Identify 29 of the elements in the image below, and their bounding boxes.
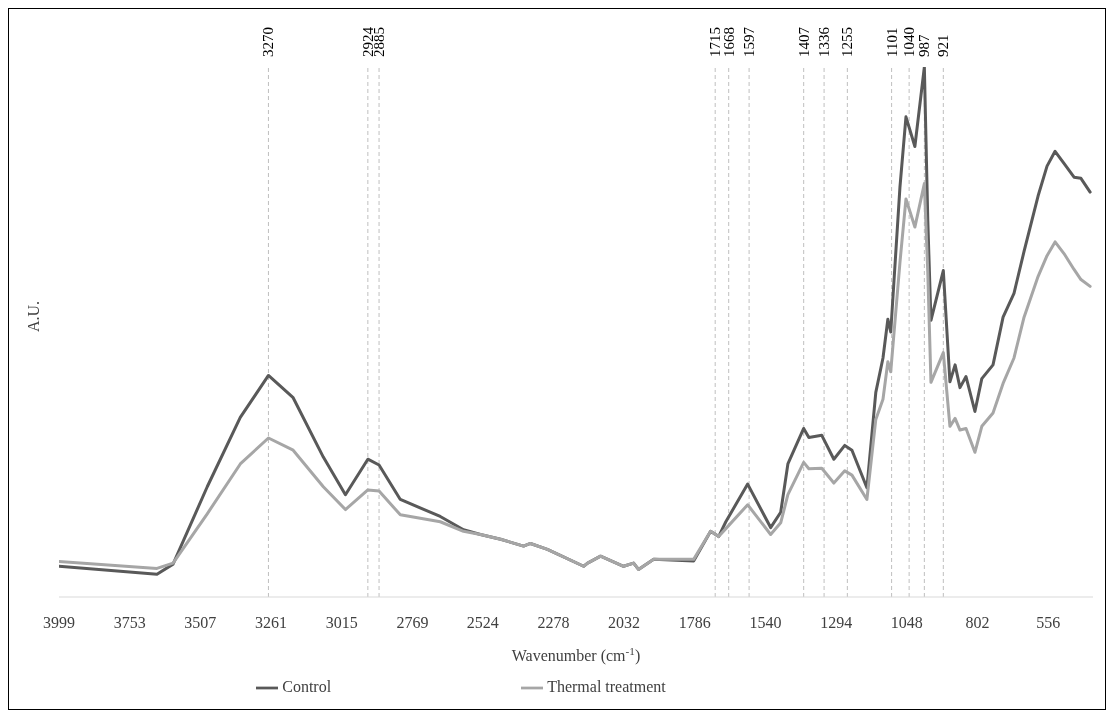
- x-tick-label: 2032: [608, 614, 641, 632]
- x-tick-label: 3507: [184, 614, 217, 632]
- x-tick-label: 3999: [43, 614, 75, 632]
- x-tick-label: 2524: [466, 614, 499, 632]
- x-tick-label: 556: [1036, 614, 1061, 632]
- x-tick-label: 1048: [890, 614, 923, 632]
- x-tick-label: 1786: [678, 614, 711, 632]
- legend-label: Control: [282, 677, 332, 695]
- ref-line-label: 1336: [816, 26, 833, 57]
- ref-line-label: 921: [935, 34, 952, 57]
- ref-line-label: 2885: [371, 27, 388, 57]
- ref-line-label: 1040: [901, 27, 918, 57]
- x-axis-title: Wavenumber (cm$^{-1}$): [511, 645, 641, 665]
- x-tick-label: 1294: [820, 614, 853, 632]
- ref-line-label: 1597: [741, 26, 758, 57]
- ref-line-label: 987: [916, 34, 933, 57]
- ref-line-label: 1407: [795, 26, 812, 57]
- x-tick-label: 1540: [749, 614, 782, 632]
- ref-line-label: 1255: [839, 27, 856, 57]
- ref-line-label: 1101: [883, 27, 900, 57]
- legend-label: Thermal treatment: [547, 677, 666, 695]
- x-tick-label: 802: [965, 614, 990, 632]
- ref-line-label: 3270: [260, 27, 277, 57]
- x-tick-label: 3015: [325, 614, 358, 632]
- x-tick-label: 2769: [396, 614, 429, 632]
- x-tick-label: 2278: [537, 614, 570, 632]
- x-tick-label: 3753: [113, 614, 146, 632]
- y-axis-title: A.U.: [24, 300, 42, 332]
- x-tick-label: 3261: [255, 614, 288, 632]
